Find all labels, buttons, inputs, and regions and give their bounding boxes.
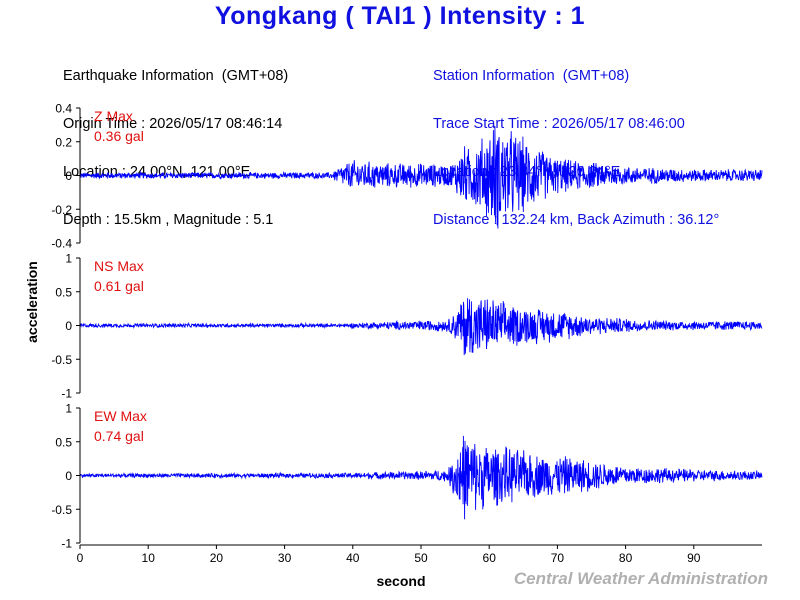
y-tick-label: -0.4 — [51, 237, 72, 251]
y-tick-label: -1 — [61, 537, 72, 551]
max-value-z: 0.36 gal — [94, 128, 144, 144]
y-tick-label: -0.5 — [51, 503, 72, 517]
y-tick-label: -1 — [61, 387, 72, 401]
max-label-ns: NS Max — [94, 258, 144, 274]
max-value-ns: 0.61 gal — [94, 278, 144, 294]
trace-start-time: Trace Start Time : 2026/05/17 08:46:00 — [433, 116, 685, 132]
trace-ew — [79, 435, 763, 520]
y-tick-label: -0.2 — [51, 203, 72, 217]
max-label-ew: EW Max — [94, 408, 147, 424]
x-tick-label: 20 — [210, 551, 224, 565]
panel-ns: -1 -0.5 0 0.5 1 NS Max 0.61 gal — [51, 252, 763, 401]
y-tick-label: 0.5 — [55, 285, 72, 299]
earthquake-info: Earthquake Information (GMT+08) Origin T… — [63, 36, 288, 244]
y-tick-label: 0.5 — [55, 435, 72, 449]
x-tick-label: 40 — [346, 551, 360, 565]
y-tick-label: 0 — [65, 469, 72, 483]
x-tick-label: 0 — [77, 551, 84, 565]
distance-azimuth: Distance : 132.24 km, Back Azimuth : 36.… — [433, 212, 720, 228]
y-tick-label: 1 — [65, 252, 72, 266]
y-tick-label: -0.5 — [51, 353, 72, 367]
earthquake-info-heading: Earthquake Information (GMT+08) — [63, 68, 289, 84]
y-tick-label: 0 — [65, 169, 72, 183]
x-tick-label: 30 — [278, 551, 292, 565]
trace-z — [79, 125, 763, 229]
x-axis-label: second — [376, 573, 425, 589]
max-value-ew: 0.74 gal — [94, 428, 144, 444]
page-title: Yongkang ( TAI1 ) Intensity : 1 — [214, 2, 586, 30]
y-tick-label: 0 — [65, 319, 72, 333]
y-tick-label: 1 — [65, 402, 72, 416]
y-axis-label: acceleration — [24, 261, 40, 343]
x-tick-label: 60 — [483, 551, 497, 565]
origin-time: Origin Time : 2026/05/17 08:46:14 — [63, 116, 283, 132]
x-tick-label: 10 — [142, 551, 156, 565]
max-label-z: Z Max — [94, 108, 133, 124]
x-tick-label: 70 — [551, 551, 565, 565]
x-tick-label: 50 — [414, 551, 428, 565]
station-info-heading: Station Information (GMT+08) — [433, 68, 630, 84]
trace-ns — [79, 298, 763, 356]
x-tick-label: 80 — [619, 551, 633, 565]
y-tick-label: 0.2 — [55, 135, 72, 149]
y-tick-label: 0.4 — [55, 102, 72, 116]
agency-credit: Central Weather Administration — [513, 569, 768, 588]
x-tick-label: 90 — [687, 551, 701, 565]
depth-magnitude: Depth : 15.5km , Magnitude : 5.1 — [63, 212, 274, 228]
panel-ew: -1 -0.5 0 0.5 1 EW Max 0.74 gal — [51, 402, 763, 551]
panel-z: -0.4 -0.2 0 0.2 0.4 Z Max 0.36 gal — [51, 102, 763, 251]
